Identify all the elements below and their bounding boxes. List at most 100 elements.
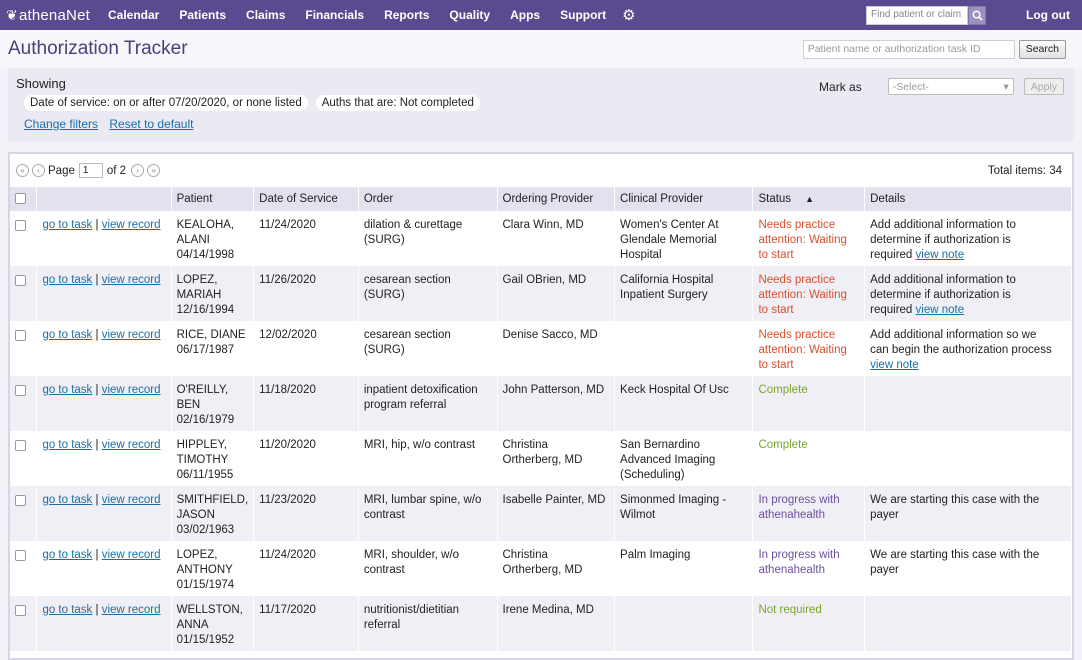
cell-line: 11/26/2020 bbox=[259, 274, 316, 286]
nav-reports[interactable]: Reports bbox=[384, 8, 430, 22]
cell-line: required bbox=[870, 249, 913, 261]
row-checkbox[interactable] bbox=[15, 220, 26, 231]
clinical-provider-cell: Women's Center At Glendale Memorial Hospit… bbox=[614, 211, 754, 266]
go-to-task-link[interactable]: go to task bbox=[42, 219, 93, 231]
patient-cell: LOPEZ, MARIAH 12/16/1994 bbox=[171, 266, 255, 321]
view-record-link[interactable]: view record bbox=[101, 549, 161, 561]
nav-claims[interactable]: Claims bbox=[246, 8, 286, 22]
results-panel: « ‹ Page 1 of 2 › » Total items: 34 Pati… bbox=[8, 152, 1074, 660]
nav-quality[interactable]: Quality bbox=[449, 8, 491, 22]
go-to-task-link[interactable]: go to task bbox=[42, 604, 93, 616]
status-cell: Needs practice attention: Waiting to start bbox=[752, 211, 866, 266]
auth-search-input[interactable]: Patient name or authorization task ID bbox=[802, 39, 1015, 59]
prev-page-icon[interactable]: ‹ bbox=[32, 164, 45, 177]
go-to-task-link[interactable]: go to task bbox=[42, 274, 93, 286]
cell-line: Clara Winn, MD bbox=[502, 219, 584, 231]
cell-line: MRI, lumbar spine, w/o bbox=[363, 494, 482, 506]
cell-line: SMITHFIELD, bbox=[176, 494, 249, 506]
view-record-link[interactable]: view record bbox=[101, 274, 161, 286]
nav-support[interactable]: Support bbox=[560, 8, 607, 22]
logout-link[interactable]: Log out bbox=[1026, 8, 1070, 22]
view-record-link[interactable]: view record bbox=[101, 439, 161, 451]
cell-line: San Bernardino bbox=[620, 439, 700, 451]
find-patient-input[interactable]: Find patient or claim bbox=[866, 5, 969, 25]
cell-line: Denise Sacco, MD bbox=[502, 329, 598, 341]
go-to-task-link[interactable]: go to task bbox=[42, 329, 93, 341]
change-filters-link[interactable]: Change filters bbox=[24, 117, 99, 131]
cell-line: 02/16/1979 bbox=[176, 414, 235, 426]
row-checkbox[interactable] bbox=[15, 605, 26, 616]
cell-line: In progress with bbox=[758, 549, 840, 561]
row-checkbox[interactable] bbox=[15, 275, 26, 286]
col-clinical-provider[interactable]: Clinical Provider bbox=[614, 187, 754, 211]
first-page-icon[interactable]: « bbox=[16, 164, 29, 177]
clinical-provider-cell: San Bernardino Advanced Imaging (Schedulin… bbox=[614, 431, 754, 486]
view-record-link[interactable]: view record bbox=[101, 384, 161, 396]
view-record-link[interactable]: view record bbox=[101, 329, 161, 341]
search-button[interactable]: Search bbox=[1018, 39, 1066, 59]
row-checkbox[interactable] bbox=[15, 550, 26, 561]
cell-line: 06/11/1955 bbox=[176, 469, 234, 481]
select-all-checkbox[interactable] bbox=[15, 193, 26, 204]
view-record-link[interactable]: view record bbox=[101, 604, 161, 616]
cell-line: 11/23/2020 bbox=[259, 494, 316, 506]
nav-calendar[interactable]: Calendar bbox=[107, 8, 160, 22]
link-separator: | bbox=[92, 274, 102, 286]
cell-line: athenahealth bbox=[758, 564, 825, 576]
cell-line: Needs practice bbox=[758, 219, 836, 231]
page-number-input[interactable]: 1 bbox=[78, 163, 103, 178]
row-checkbox[interactable] bbox=[15, 440, 26, 451]
link-separator: | bbox=[92, 549, 102, 561]
go-to-task-link[interactable]: go to task bbox=[42, 384, 93, 396]
cell-line: Wilmot bbox=[620, 509, 656, 521]
view-note-link[interactable]: view note bbox=[870, 359, 919, 371]
col-status[interactable]: Status ▲ bbox=[752, 187, 866, 211]
view-record-link[interactable]: view record bbox=[101, 494, 161, 506]
patient-cell: RICE, DIANE 06/17/1987 bbox=[171, 321, 255, 376]
gear-icon[interactable]: ⚙ bbox=[622, 7, 636, 24]
view-note-link[interactable]: view note bbox=[915, 249, 965, 261]
order-cell: cesarean section (SURG) bbox=[358, 321, 498, 376]
cell-line: to start bbox=[758, 249, 794, 261]
col-ordering-provider[interactable]: Ordering Provider bbox=[497, 187, 616, 211]
athenanet-logo[interactable]: ❦ athena Net bbox=[6, 7, 90, 24]
go-to-task-link[interactable]: go to task bbox=[42, 439, 93, 451]
row-checkbox-cell bbox=[10, 266, 38, 321]
row-actions: go to task | view record bbox=[36, 596, 172, 651]
nav-financials[interactable]: Financials bbox=[305, 8, 365, 22]
apply-button[interactable]: Apply bbox=[1023, 78, 1064, 95]
row-checkbox-cell bbox=[10, 596, 38, 651]
find-search-button[interactable] bbox=[968, 5, 987, 25]
go-to-task-link[interactable]: go to task bbox=[42, 549, 93, 561]
view-record-link[interactable]: view record bbox=[101, 219, 161, 231]
col-details[interactable]: Details bbox=[864, 187, 1072, 211]
last-page-icon[interactable]: » bbox=[147, 164, 161, 177]
row-checkbox[interactable] bbox=[15, 385, 26, 396]
view-note-link[interactable]: view note bbox=[915, 304, 965, 316]
col-date-of-service[interactable]: Date of Service bbox=[253, 187, 359, 211]
col-order[interactable]: Order bbox=[358, 187, 498, 211]
row-checkbox[interactable] bbox=[15, 330, 26, 341]
go-to-task-link[interactable]: go to task bbox=[42, 494, 93, 506]
mark-as-select[interactable]: -Select- ▾ bbox=[887, 78, 1014, 95]
cell-line: nutritionist/dietitian bbox=[363, 604, 460, 616]
cell-line: Gail OBrien, MD bbox=[502, 274, 587, 286]
cell-line: determine if authorization is bbox=[870, 289, 1011, 301]
cell-line: Christina bbox=[502, 439, 548, 451]
cell-line: BEN bbox=[176, 399, 201, 411]
nav-patients[interactable]: Patients bbox=[179, 8, 227, 22]
chevron-down-icon: ▾ bbox=[1003, 80, 1009, 93]
cell-line: attention: Waiting bbox=[758, 234, 847, 246]
nav-apps[interactable]: Apps bbox=[510, 8, 541, 22]
cell-line: Simonmed Imaging - bbox=[620, 494, 727, 506]
details-cell bbox=[864, 431, 1072, 486]
next-page-icon[interactable]: › bbox=[131, 164, 145, 177]
cell-line: (Scheduling) bbox=[620, 469, 685, 481]
cell-line: 11/20/2020 bbox=[259, 439, 316, 451]
clinical-provider-cell: Palm Imaging bbox=[614, 541, 754, 596]
row-checkbox[interactable] bbox=[15, 495, 26, 506]
reset-default-link[interactable]: Reset to default bbox=[109, 117, 194, 131]
row-checkbox-cell bbox=[10, 486, 38, 541]
table-row: go to task | view record LOPEZ, MARIAH 12/1… bbox=[10, 266, 1072, 321]
col-patient[interactable]: Patient bbox=[171, 187, 255, 211]
